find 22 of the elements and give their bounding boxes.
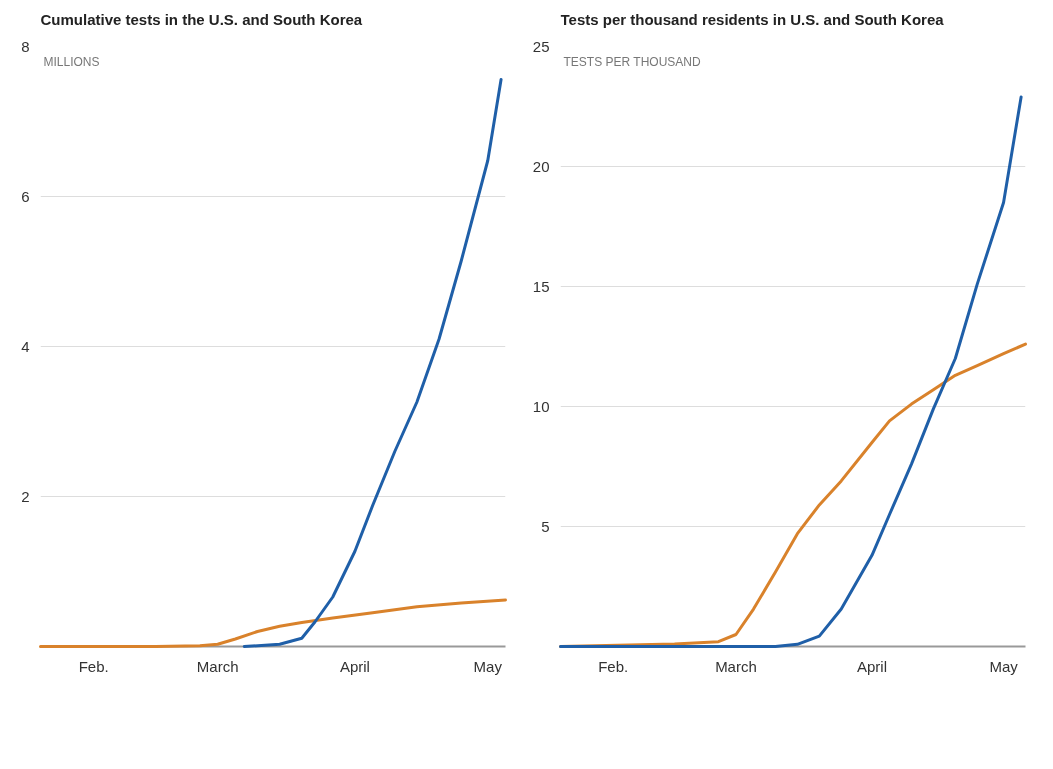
y-tick-label: 10 <box>532 397 550 415</box>
y-tick-label: 5 <box>541 517 550 535</box>
line-series <box>242 78 503 648</box>
y-tick-label: 15 <box>532 277 550 295</box>
x-tick-label: March <box>196 657 239 675</box>
y-tick-label: 4 <box>21 337 30 355</box>
x-tick-label: Feb. <box>598 657 629 675</box>
x-tick-label: April <box>856 657 887 675</box>
y-axis-title: TESTS PER THOUSAND <box>563 54 701 69</box>
x-tick-label: May <box>473 657 503 675</box>
y-axis-title: MILLIONS <box>43 54 100 69</box>
chart-title: Cumulative tests in the U.S. and South Korea <box>40 10 363 28</box>
y-tick-label: 2 <box>21 487 30 505</box>
y-tick-label: 25 <box>532 37 550 55</box>
x-tick-label: May <box>989 657 1019 675</box>
chart-title: Tests per thousand residents in U.S. and South Korea <box>560 10 945 28</box>
x-tick-label: Feb. <box>78 657 109 675</box>
y-tick-label: 6 <box>21 187 30 205</box>
y-tick-label: 20 <box>532 157 550 175</box>
x-tick-label: March <box>715 657 757 675</box>
y-tick-label: 8 <box>21 37 30 55</box>
x-tick-label: April <box>339 657 370 675</box>
